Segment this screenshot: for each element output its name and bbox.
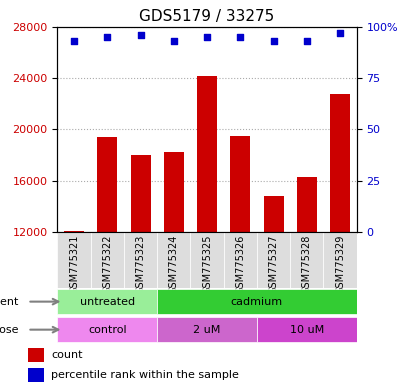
FancyBboxPatch shape: [57, 317, 157, 342]
Bar: [296, 177, 316, 232]
FancyBboxPatch shape: [157, 232, 190, 288]
Text: 10 uM: 10 uM: [289, 324, 323, 335]
Bar: [197, 76, 216, 232]
FancyBboxPatch shape: [157, 317, 256, 342]
Bar: [164, 152, 183, 232]
Text: GSM775329: GSM775329: [334, 235, 344, 294]
Text: control: control: [88, 324, 126, 335]
Point: [303, 38, 309, 44]
Text: 2 uM: 2 uM: [193, 324, 220, 335]
FancyBboxPatch shape: [223, 232, 256, 288]
Text: GSM775326: GSM775326: [235, 235, 245, 294]
FancyBboxPatch shape: [323, 232, 356, 288]
Text: GSM775321: GSM775321: [69, 235, 79, 294]
Text: GSM775322: GSM775322: [102, 235, 112, 294]
Point: [170, 38, 177, 44]
FancyBboxPatch shape: [90, 232, 124, 288]
FancyBboxPatch shape: [256, 317, 356, 342]
Bar: [28, 368, 43, 382]
Title: GDS5179 / 33275: GDS5179 / 33275: [139, 9, 274, 24]
Bar: [28, 348, 43, 362]
Point: [137, 32, 144, 38]
Text: dose: dose: [0, 324, 18, 335]
Bar: [97, 137, 117, 232]
FancyBboxPatch shape: [290, 232, 323, 288]
Text: GSM775328: GSM775328: [301, 235, 311, 294]
Bar: [263, 196, 283, 232]
Bar: [130, 155, 150, 232]
Text: untreated: untreated: [79, 296, 135, 307]
Text: agent: agent: [0, 296, 18, 307]
Text: cadmium: cadmium: [230, 296, 282, 307]
Point: [203, 34, 210, 40]
Text: GSM775324: GSM775324: [169, 235, 178, 294]
Text: percentile rank within the sample: percentile rank within the sample: [52, 370, 239, 380]
Bar: [230, 136, 249, 232]
Bar: [329, 94, 349, 232]
Text: GSM775327: GSM775327: [268, 235, 278, 294]
Text: GSM775325: GSM775325: [202, 235, 211, 294]
Bar: [64, 231, 84, 232]
Point: [71, 38, 77, 44]
FancyBboxPatch shape: [57, 289, 157, 314]
Point: [336, 30, 342, 36]
Point: [236, 34, 243, 40]
Point: [270, 38, 276, 44]
Text: GSM775323: GSM775323: [135, 235, 145, 294]
FancyBboxPatch shape: [256, 232, 290, 288]
Point: [104, 34, 110, 40]
FancyBboxPatch shape: [124, 232, 157, 288]
Text: count: count: [52, 350, 83, 360]
FancyBboxPatch shape: [57, 232, 90, 288]
FancyBboxPatch shape: [157, 289, 356, 314]
FancyBboxPatch shape: [190, 232, 223, 288]
